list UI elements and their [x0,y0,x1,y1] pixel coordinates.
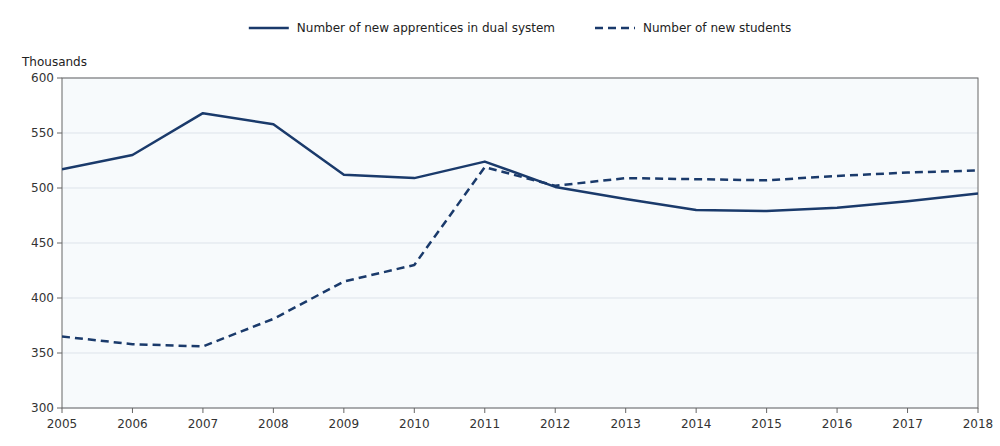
chart: 3003504004505005506002005200620072008200… [0,0,1000,446]
tick-mark [696,408,697,413]
tick-label: 550 [31,126,54,140]
tick-mark [625,408,626,413]
tick-mark [907,408,908,413]
tick-mark [766,408,767,413]
tick-label: 2010 [399,417,430,431]
tick-label: 2013 [610,417,641,431]
tick-label: 500 [31,181,54,195]
grid-line [62,353,978,354]
tick-mark [132,408,133,413]
tick-label: 2008 [258,417,289,431]
tick-mark [202,408,203,413]
legend-label: Number of new students [643,21,791,35]
legend: Number of new apprentices in dual system… [249,21,791,35]
axis-label: Thousands [21,55,87,69]
tick-mark [57,353,62,354]
tick-mark [555,408,556,413]
tick-mark [57,188,62,189]
tick-mark [57,78,62,79]
tick-label: 2017 [892,417,923,431]
legend-item: Number of new students [595,21,791,35]
tick-label: 2015 [751,417,782,431]
legend-item: Number of new apprentices in dual system [249,21,555,35]
tick-mark [57,408,62,409]
tick-label: 2005 [47,417,78,431]
tick-label: 400 [31,291,54,305]
tick-label: 300 [31,401,54,415]
tick-label: 2007 [188,417,219,431]
tick-label: 2009 [329,417,360,431]
tick-mark [57,243,62,244]
tick-label: 2006 [117,417,148,431]
tick-mark [57,133,62,134]
tick-label: 600 [31,71,54,85]
tick-mark [978,408,979,413]
tick-label: 2011 [469,417,500,431]
tick-label: 2018 [963,417,994,431]
plot-frame [62,78,978,408]
legend-swatch [249,27,289,30]
tick-label: 350 [31,346,54,360]
tick-mark [414,408,415,413]
tick-label: 450 [31,236,54,250]
tick-mark [343,408,344,413]
series-line [62,167,978,346]
tick-label: 2014 [681,417,712,431]
lines [62,113,978,346]
tick-mark [62,408,63,413]
tick-mark [837,408,838,413]
tick-mark [484,408,485,413]
grid-line [62,298,978,299]
tick-mark [57,298,62,299]
series-line [62,113,978,211]
grid-line [62,188,978,189]
legend-label: Number of new apprentices in dual system [297,21,555,35]
grid-line [62,243,978,244]
tick-label: 2012 [540,417,571,431]
legend-swatch [595,27,635,30]
y-axis: 300 350 400 450 500 550 600 [31,71,978,415]
grid-line [62,133,978,134]
tick-label: 2016 [822,417,853,431]
plot-background [62,78,978,408]
tick-mark [273,408,274,413]
x-axis: 2005 2006 2007 2008 2009 2010 2011 2012 2013 2014… [47,408,994,431]
